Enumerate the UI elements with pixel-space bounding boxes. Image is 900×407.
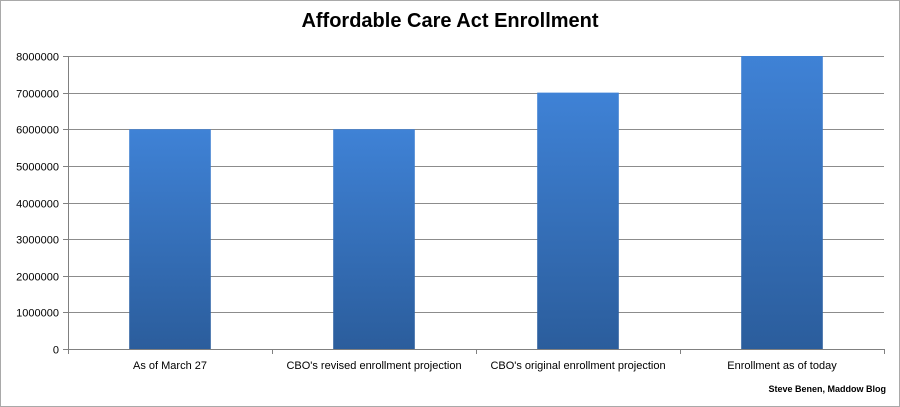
y-tick-label: 6000000 bbox=[16, 125, 59, 137]
bar-1 bbox=[129, 129, 211, 349]
y-tick-label: 0 bbox=[53, 345, 59, 357]
y-tick-label: 1000000 bbox=[16, 308, 59, 320]
chart-title: Affordable Care Act Enrollment bbox=[301, 10, 599, 32]
x-tick-label: CBO's revised enrollment projection bbox=[286, 360, 461, 372]
y-tick-label: 7000000 bbox=[16, 89, 59, 101]
axes bbox=[63, 56, 885, 354]
tick-labels: 0 1000000 2000000 3000000 4000000 5000000 6000… bbox=[16, 52, 837, 373]
bars bbox=[129, 56, 823, 349]
bar-4 bbox=[741, 56, 823, 349]
bar-3 bbox=[537, 92, 619, 349]
x-tick-label: As of March 27 bbox=[133, 360, 207, 372]
bar-2 bbox=[333, 129, 415, 349]
y-tick-label: 3000000 bbox=[16, 235, 59, 247]
x-tick-label: CBO's original enrollment projection bbox=[490, 360, 665, 372]
y-tick-label: 5000000 bbox=[16, 162, 59, 174]
y-tick-label: 8000000 bbox=[16, 52, 59, 64]
y-tick-label: 4000000 bbox=[16, 199, 59, 211]
x-tick-label: Enrollment as of today bbox=[727, 360, 837, 372]
y-tick-label: 2000000 bbox=[16, 272, 59, 284]
source-credit: Steve Benen, Maddow Blog bbox=[768, 384, 886, 394]
